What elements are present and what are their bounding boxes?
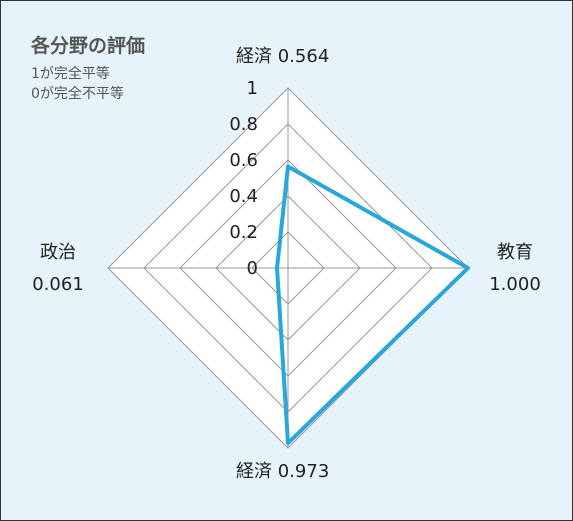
tick-label: 0.2 <box>229 222 258 243</box>
axis-label-top: 経済 0.564 <box>236 46 329 67</box>
tick-labels: 0 0.2 0.4 0.6 0.8 1 <box>229 78 258 279</box>
axis-label-left-name: 政治 <box>40 242 76 263</box>
axis-label-left-value: 0.061 <box>32 274 84 295</box>
tick-label: 0 <box>247 258 258 279</box>
radar-axes <box>108 88 468 448</box>
axis-label-right-value: 1.000 <box>489 274 541 295</box>
axis-label-right-name: 教育 <box>497 242 533 263</box>
note-unequal: 0が完全不平等 <box>31 86 124 102</box>
tick-label: 0.4 <box>229 186 258 207</box>
note-equal: 1が完全平等 <box>31 66 110 82</box>
tick-label: 0.6 <box>229 150 258 171</box>
tick-label: 0.8 <box>229 114 258 135</box>
chart-title: 各分野の評価 <box>31 35 146 57</box>
axis-label-bottom: 経済 0.973 <box>236 461 329 482</box>
tick-label: 1 <box>247 78 258 99</box>
series-polygon <box>275 164 470 446</box>
